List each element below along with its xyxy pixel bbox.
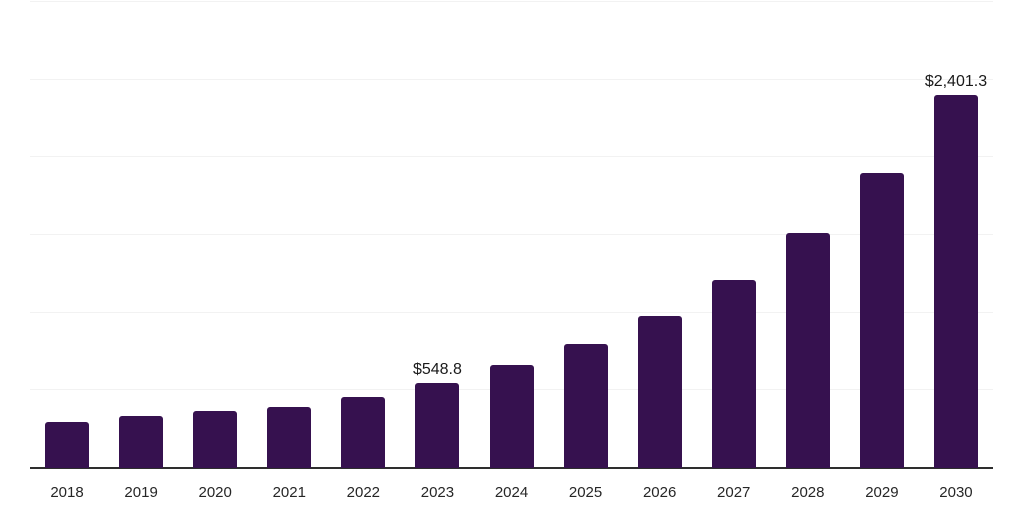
x-tick-label-2026: 2026 (642, 484, 677, 501)
gridline (30, 311, 993, 313)
x-tick-label-2028: 2028 (791, 484, 825, 501)
gridline (30, 1, 993, 2)
bar-2030 (933, 94, 978, 468)
bar-2021 (267, 407, 312, 468)
bar-2027 (711, 280, 756, 468)
x-tick-label-2018: 2018 (50, 484, 84, 501)
x-tick-label-2023: 2023 (420, 484, 455, 501)
x-axis-line (30, 467, 993, 469)
bar-2019 (119, 415, 164, 468)
bar-2023 (415, 382, 460, 468)
x-tick-label-2025: 2025 (568, 484, 603, 501)
bar-2025 (563, 343, 608, 468)
gridline (30, 78, 993, 80)
bar-2024 (489, 365, 534, 468)
x-tick-label-2021: 2021 (272, 484, 306, 501)
x-tick-label-2020: 2020 (198, 484, 232, 501)
x-tick-label-2024: 2024 (494, 484, 529, 501)
x-tick-label-2019: 2019 (124, 484, 158, 501)
x-tick-label-2029: 2029 (865, 484, 899, 501)
x-tick-label-2030: 2030 (939, 484, 973, 501)
bar-2022 (341, 396, 386, 468)
gridline (30, 156, 993, 158)
bar-2029 (859, 172, 904, 468)
x-tick-label-2022: 2022 (346, 484, 381, 501)
bar-value-label-2030: $2,401.3 (924, 72, 988, 90)
bar-2026 (637, 315, 682, 468)
x-axis-labels: 2018 2019 2020 2021 2022 2023 2024 2025 2026 2027… (30, 482, 993, 504)
x-tick-label-2027: 2027 (717, 484, 751, 501)
bar-2018 (45, 422, 90, 468)
plot-area: $548.8 $2,401.3 (30, 0, 993, 469)
bar-2028 (785, 233, 830, 468)
bar-2020 (193, 410, 238, 468)
gridline (30, 234, 993, 235)
bar-value-label-2023: $548.8 (412, 360, 462, 378)
